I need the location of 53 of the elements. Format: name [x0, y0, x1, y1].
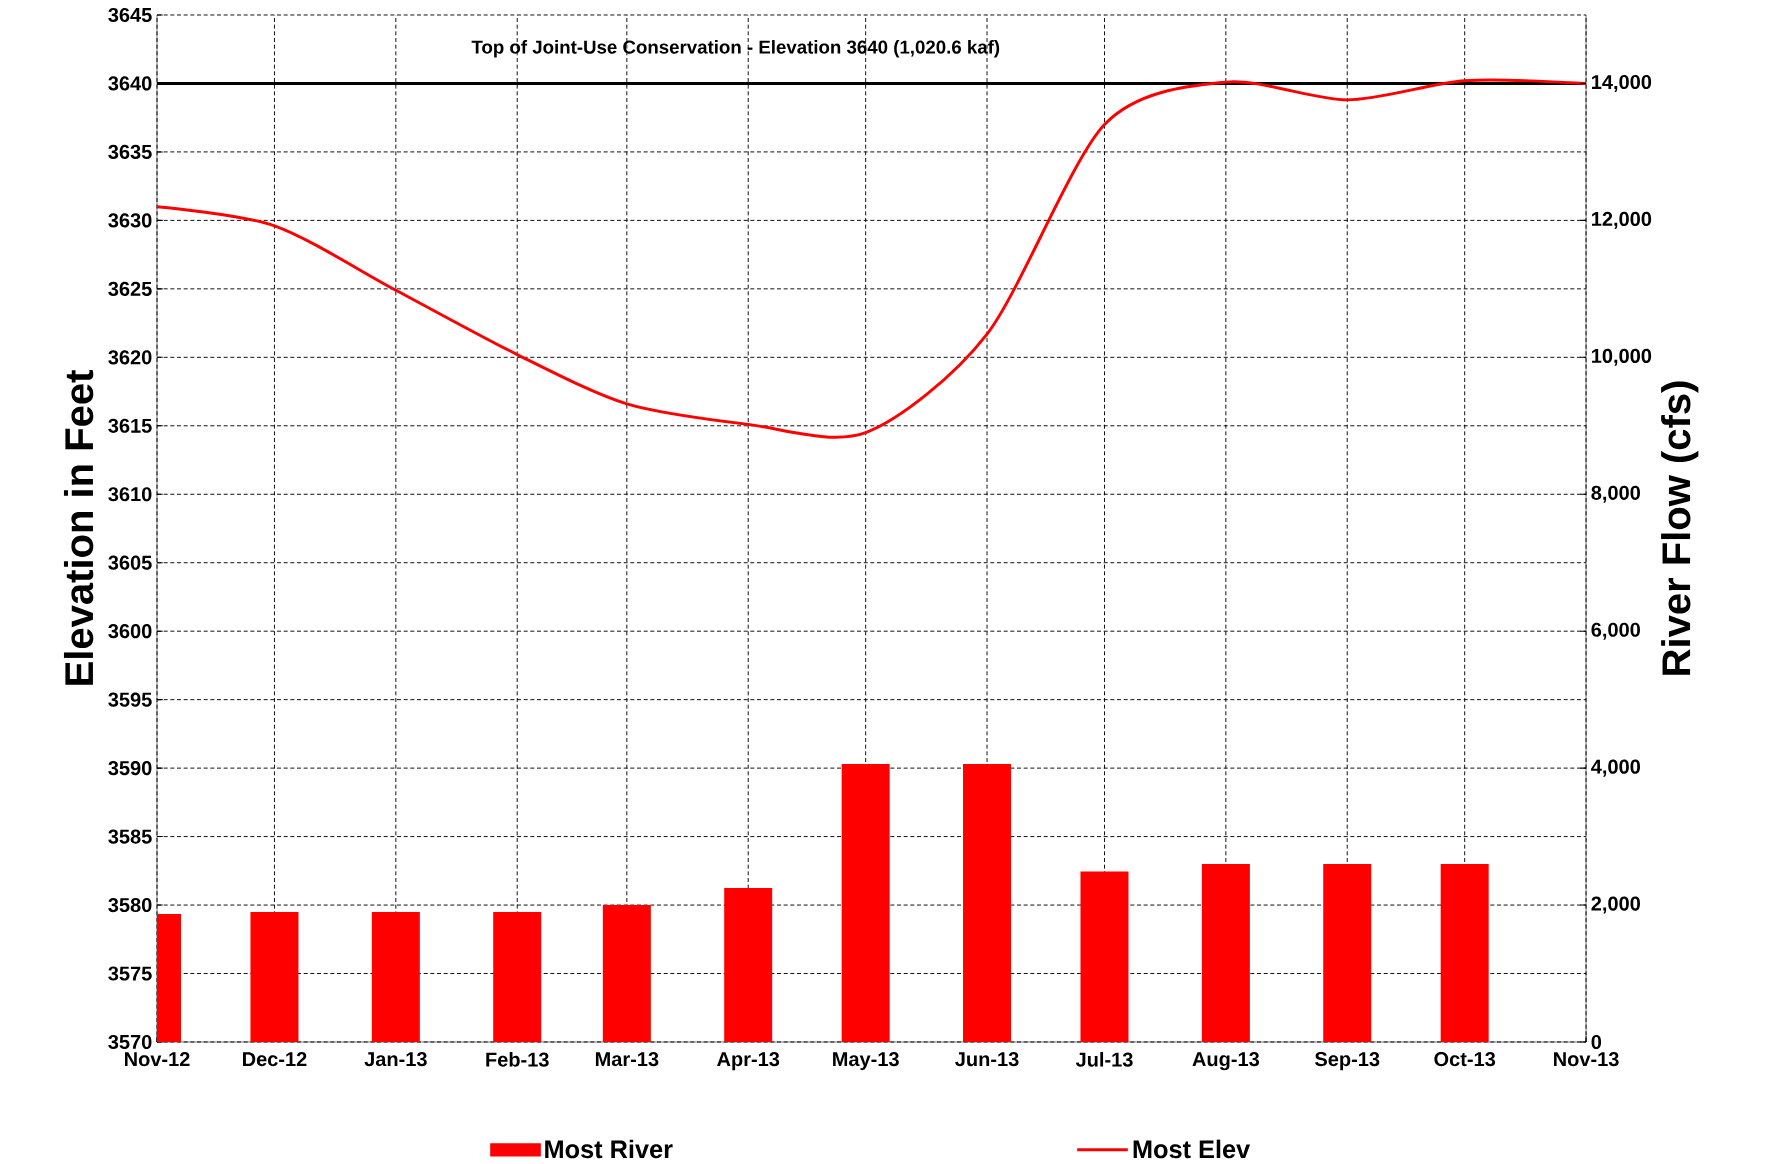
bar [250, 911, 299, 1042]
x-tick-label: Aug-13 [1192, 1052, 1260, 1071]
y2-axis-title: River Flow (cfs) [1661, 381, 1699, 675]
x-tick-label: Oct-13 [1434, 1052, 1496, 1067]
y-axis-title: Elevation in Feet [63, 370, 94, 685]
ref-line-label: Top of Joint-Use Conservation - Elevation 3640 (1,020.6 kaf) [471, 40, 1000, 58]
x-tick-label: Nov-13 [1554, 1052, 1619, 1067]
x-tick-label: Sep-13 [1315, 1052, 1380, 1071]
x-tick-label: Mar-13 [595, 1052, 659, 1067]
legend-label: Most Elev [1133, 1139, 1251, 1159]
y-tick-label: 3635 [108, 144, 152, 160]
y-tick-label: 3640 [108, 76, 152, 91]
bar [1080, 871, 1129, 1042]
bar [371, 911, 420, 1042]
y-tick-label: 3585 [108, 829, 152, 844]
y-tick-label: 3610 [108, 487, 152, 502]
y-tick-label: 3630 [108, 213, 152, 228]
y2-tick-label: 6,000 [1591, 622, 1640, 640]
y-tick-label: 3645 [108, 7, 152, 23]
y2-tick-label: 2,000 [1591, 896, 1640, 914]
x-tick-label: Jan-13 [364, 1052, 427, 1067]
bar [602, 905, 651, 1042]
y-tick-label: 3580 [108, 897, 152, 913]
bar [724, 887, 773, 1042]
y-tick-label: 3615 [108, 418, 152, 433]
x-tick-label: Jun-13 [955, 1052, 1019, 1067]
bar [493, 911, 542, 1042]
y-tick-label: 3605 [108, 555, 152, 570]
x-tick-label: Dec-12 [243, 1052, 307, 1067]
y-tick-label: 3595 [108, 692, 152, 707]
y2-tick-label: 8,000 [1591, 485, 1640, 503]
y2-tick-label: 12,000 [1592, 211, 1652, 229]
y2-tick-label: 0 [1591, 1034, 1602, 1050]
y2-tick-label: 10,000 [1592, 348, 1652, 366]
y2-tick-label: 4,000 [1591, 759, 1640, 777]
y-tick-label: 3570 [108, 1034, 152, 1050]
x-tick-label: Nov-12 [125, 1052, 190, 1067]
x-tick-label: May-13 [833, 1052, 899, 1071]
y2-tick-label: 14,000 [1592, 74, 1652, 92]
legend-label: Most River [545, 1139, 673, 1159]
x-tick-label: Jul-13 [1075, 1052, 1133, 1067]
bar [963, 764, 1012, 1042]
y-tick-label: 3620 [108, 350, 152, 365]
y-tick-label: 3575 [108, 966, 152, 981]
bar [1440, 863, 1489, 1042]
y-tick-label: 3600 [108, 624, 152, 639]
bar [1323, 863, 1372, 1042]
y-tick-label: 3590 [108, 761, 152, 776]
bar [1201, 863, 1250, 1042]
y-tick-label: 3625 [108, 281, 152, 296]
x-tick-label: Apr-13 [717, 1052, 780, 1071]
bar [841, 764, 890, 1042]
x-tick-label: Feb-13 [486, 1052, 549, 1067]
